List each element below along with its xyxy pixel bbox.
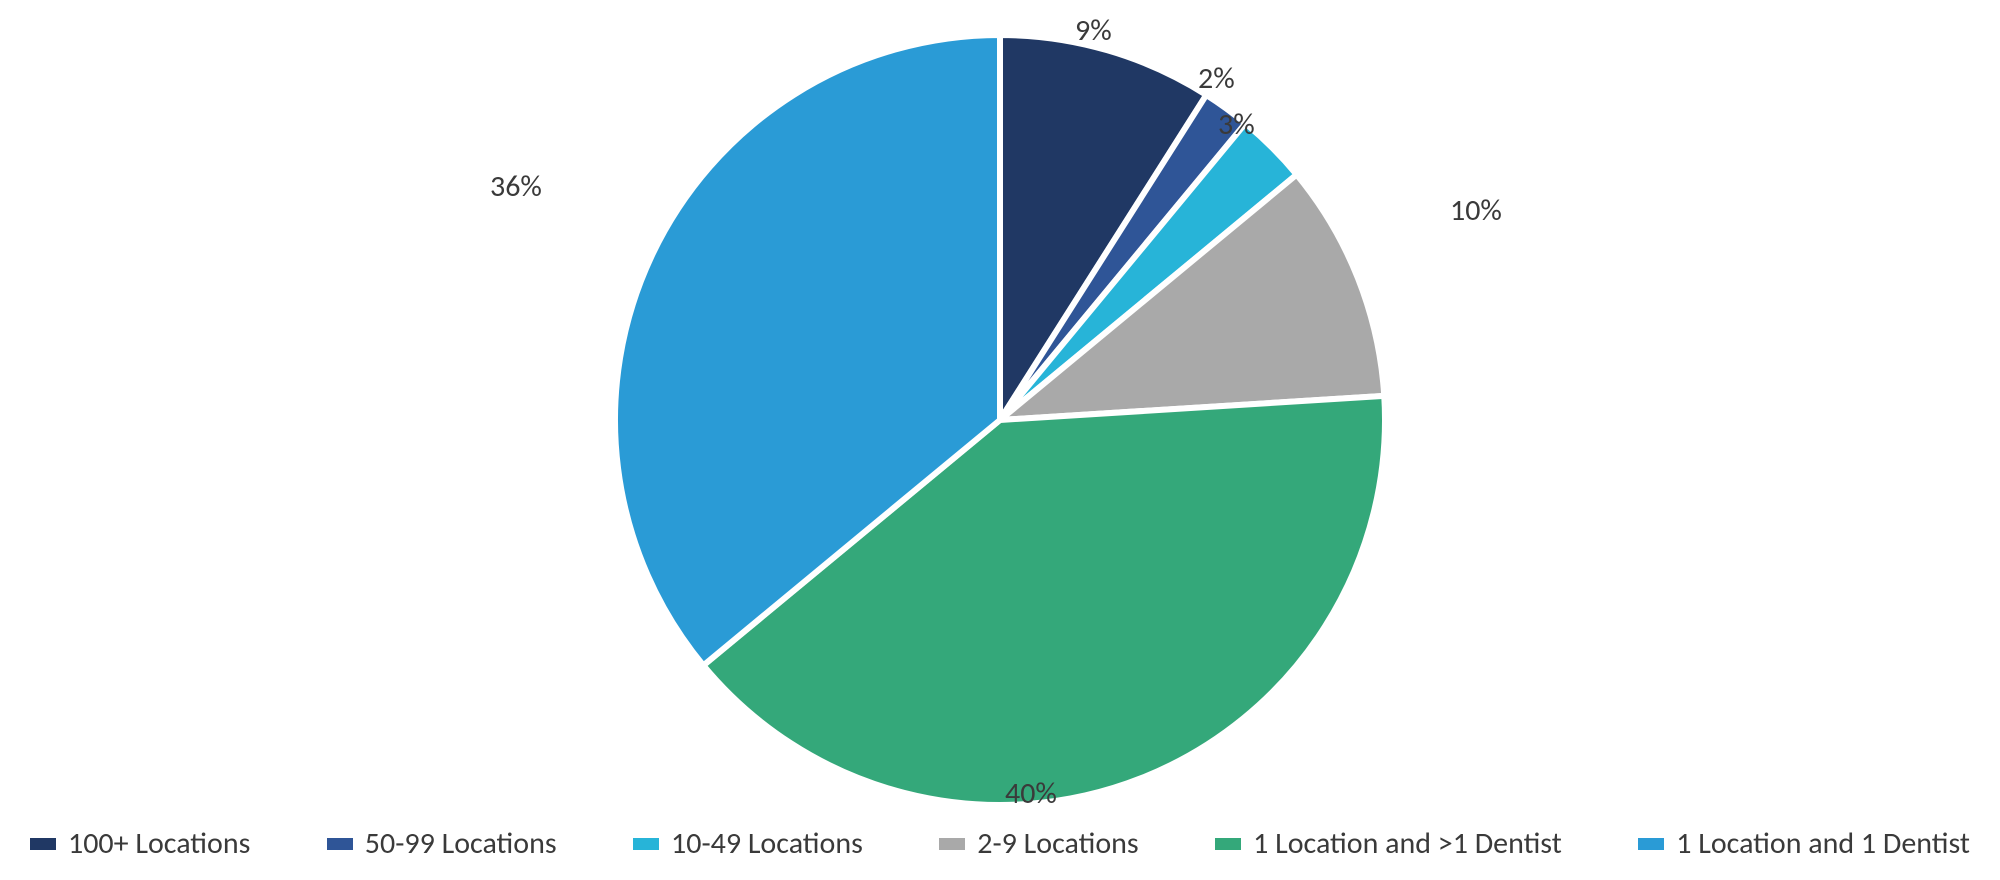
pie-svg xyxy=(610,30,1390,810)
pie-data-label: 10% xyxy=(1450,192,1502,229)
legend-swatch xyxy=(30,838,56,850)
legend-swatch xyxy=(633,838,659,850)
legend-swatch xyxy=(327,838,353,850)
legend-label: 1 Location and 1 Dentist xyxy=(1676,825,1970,862)
pie-data-label: 36% xyxy=(490,168,542,205)
pie-legend: 100+ Locations 50-99 Locations 10-49 Locat… xyxy=(30,825,1970,862)
legend-swatch xyxy=(939,838,965,850)
pie-data-label: 40% xyxy=(1005,775,1057,812)
legend-item: 1 Location and 1 Dentist xyxy=(1638,825,1970,862)
pie-data-label: 9% xyxy=(1075,12,1112,49)
legend-item: 100+ Locations xyxy=(30,825,250,862)
legend-item: 50-99 Locations xyxy=(327,825,557,862)
legend-item: 10-49 Locations xyxy=(633,825,863,862)
legend-swatch xyxy=(1215,838,1241,850)
pie-chart: 9% 2% 3% 10% 40% 36% 100+ Locations 50-99 Loca… xyxy=(0,0,2000,880)
pie-data-label: 2% xyxy=(1198,60,1235,97)
legend-swatch xyxy=(1638,838,1664,850)
legend-label: 1 Location and >1 Dentist xyxy=(1253,825,1562,862)
legend-label: 50-99 Locations xyxy=(365,825,557,862)
pie-data-label: 3% xyxy=(1218,106,1255,143)
legend-label: 100+ Locations xyxy=(68,825,250,862)
legend-label: 10-49 Locations xyxy=(671,825,863,862)
pie-plot-area xyxy=(610,30,1390,810)
legend-item: 1 Location and >1 Dentist xyxy=(1215,825,1562,862)
legend-item: 2-9 Locations xyxy=(939,825,1138,862)
legend-label: 2-9 Locations xyxy=(977,825,1138,862)
